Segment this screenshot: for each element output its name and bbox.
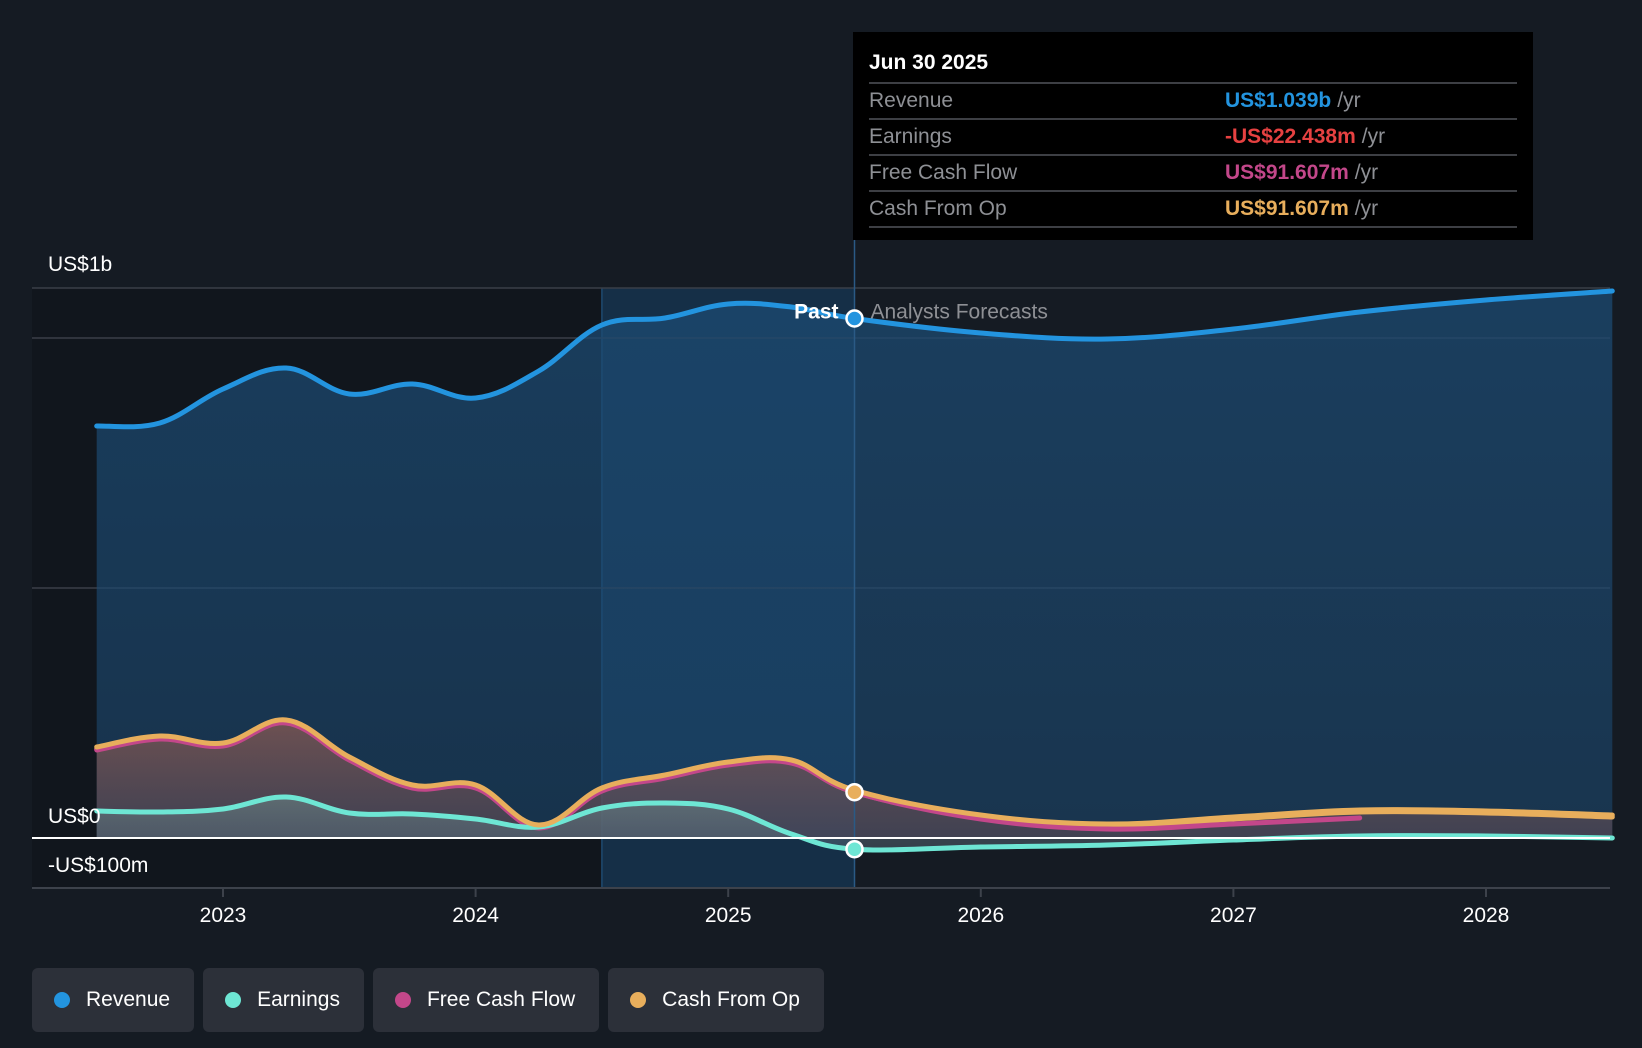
tooltip-unit: /yr [1361, 125, 1386, 148]
free-cash-flow-line [94, 720, 1363, 832]
legend-dot-icon [394, 992, 411, 1008]
legend-label: Free Cash Flow [426, 988, 576, 1011]
cash-from-op-area [96, 721, 1613, 838]
y-tick-label: US$1b [48, 253, 112, 276]
series-markers [845, 309, 864, 859]
legend-label: Revenue [86, 988, 171, 1011]
y-tick-label: -US$100m [48, 854, 148, 877]
legend-dot-icon [630, 992, 647, 1008]
tooltip-row-free-cash-flow: Free Cash Flow US$91.607m /yr [869, 156, 1517, 192]
tooltip-label: Cash From Op [869, 197, 1007, 220]
y-axis-labels: US$1b US$0 -US$100m [48, 253, 148, 877]
legend: Revenue Earnings Free Cash Flow Cash Fro… [32, 968, 824, 1032]
cash-from-op-line-top [94, 717, 1615, 828]
x-tick-label: 2027 [1210, 904, 1257, 927]
tooltip-row-cash-from-op: Cash From Op US$91.607m /yr [869, 192, 1517, 228]
tooltip-unit: /yr [1354, 161, 1379, 184]
past-label: Past [794, 301, 838, 324]
revenue-marker [845, 309, 864, 328]
legend-item-revenue[interactable]: Revenue [32, 968, 195, 1032]
chart-svg: 2023 2024 2025 2026 2027 2028 US$1b US$0 -US$10… [32, 240, 1615, 927]
legend-item-cash-from-op[interactable]: Cash From Op [608, 968, 824, 1032]
tooltip-row-earnings: Earnings -US$22.438m /yr [869, 120, 1517, 156]
x-tick-label: 2026 [957, 904, 1004, 927]
x-tick-label: 2028 [1463, 904, 1510, 927]
tooltip-value: US$91.607m [1225, 197, 1349, 220]
x-tick-label: 2025 [705, 904, 752, 927]
revenue-line [94, 288, 1615, 430]
tooltip-value: US$1.039b [1225, 89, 1332, 112]
tooltip-label: Free Cash Flow [869, 161, 1018, 184]
tooltip-unit: /yr [1354, 197, 1379, 220]
x-tick-label: 2023 [200, 904, 247, 927]
x-tick-label: 2024 [452, 904, 499, 927]
legend-item-free-cash-flow[interactable]: Free Cash Flow [372, 968, 600, 1032]
x-axis-ticks: 2023 2024 2025 2026 2027 2028 [200, 888, 1510, 927]
legend-item-earnings[interactable]: Earnings [203, 968, 364, 1032]
tooltip-date: Jun 30 2025 [869, 46, 1517, 84]
tooltip-value: US$91.607m [1225, 161, 1349, 184]
earnings-marker [845, 839, 864, 859]
tooltip-row-revenue: Revenue US$1.039b /yr [869, 84, 1517, 120]
legend-dot-icon [54, 992, 70, 1008]
tooltip-value: -US$22.438m [1225, 125, 1356, 148]
earnings-area [96, 796, 1613, 850]
forecast-label: Analysts Forecasts [871, 301, 1048, 324]
tooltip-unit: /yr [1337, 89, 1361, 112]
y-tick-label: US$0 [48, 805, 101, 828]
tooltip-label: Earnings [869, 125, 952, 148]
legend-label: Earnings [257, 988, 340, 1011]
legend-dot-icon [225, 992, 242, 1008]
legend-label: Cash From Op [662, 988, 800, 1011]
cash-from-op-marker [845, 782, 864, 802]
tooltip: Jun 30 2025 Revenue US$1.039b /yr Earnin… [853, 32, 1533, 240]
tooltip-label: Revenue [869, 89, 954, 112]
